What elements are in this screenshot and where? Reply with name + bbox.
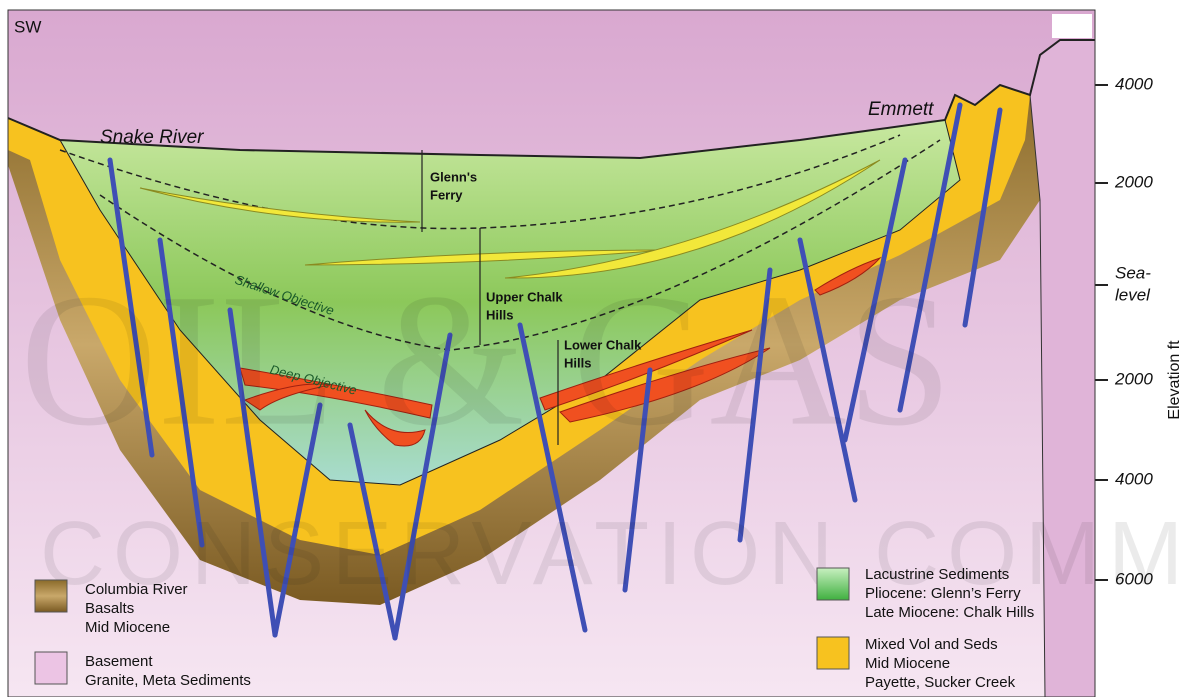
unit-label: Upper Chalk xyxy=(486,289,563,304)
axis-ticks xyxy=(1095,84,1108,581)
legend-swatch xyxy=(34,579,68,613)
axis-label: 2000 xyxy=(1114,369,1153,388)
direction-label: SW xyxy=(14,17,41,36)
legend-swatch xyxy=(816,567,850,601)
axis-label: 6000 xyxy=(1115,569,1153,588)
unit-label: Lower Chalk xyxy=(564,337,642,352)
watermark-text: CONSERVATION COMMISSION xyxy=(40,504,1185,604)
unit-label: Glenn's xyxy=(430,169,477,184)
deep-lenses xyxy=(239,256,882,447)
legend-text: Late Miocene: Chalk Hills xyxy=(865,604,1034,621)
legend-text: Granite, Meta Sediments xyxy=(85,672,251,689)
ne-box xyxy=(1052,14,1092,38)
legend-text: Mid Miocene xyxy=(85,619,170,636)
thickness-markers xyxy=(421,150,559,445)
faults xyxy=(107,102,1003,641)
legend-swatch xyxy=(816,636,850,670)
axis-label: 4000 xyxy=(1115,469,1153,488)
dashed-boundary xyxy=(99,139,941,351)
legend-text: Mixed Vol and Seds xyxy=(865,636,998,653)
legend-text: Basalts xyxy=(85,600,134,617)
legend-text: Pliocene: Glenn’s Ferry xyxy=(865,585,1021,602)
frame xyxy=(7,9,1096,697)
watermark-text: OIL & GAS xyxy=(20,256,952,466)
unit-label: Hills xyxy=(564,355,591,370)
dashed-boundary xyxy=(59,134,901,230)
watermark: OIL & GAS CONSERVATION COMMISSION xyxy=(20,256,1185,604)
place-label: Emmett xyxy=(868,99,934,120)
axis-label: 4000 xyxy=(1115,74,1153,93)
legend-text: Mid Miocene xyxy=(865,655,950,672)
legend-text: Basement xyxy=(85,653,153,670)
legend-text: Lacustrine Sediments xyxy=(865,566,1009,583)
legend-text: Payette, Sucker Creek xyxy=(865,674,1016,691)
unit-label: Ferry xyxy=(430,187,463,202)
axis-title: Elevation ft xyxy=(1166,340,1183,420)
surface xyxy=(7,39,1095,160)
legend-text: Columbia River xyxy=(85,581,188,598)
place-label: Snake River xyxy=(100,127,204,148)
axis-label: Sea- xyxy=(1115,263,1151,282)
shallow-lenses xyxy=(139,159,881,279)
unit-label: Hills xyxy=(486,307,513,322)
axis-label: 2000 xyxy=(1114,172,1153,191)
axis-label: level xyxy=(1115,285,1151,304)
legend-swatch xyxy=(34,651,68,685)
